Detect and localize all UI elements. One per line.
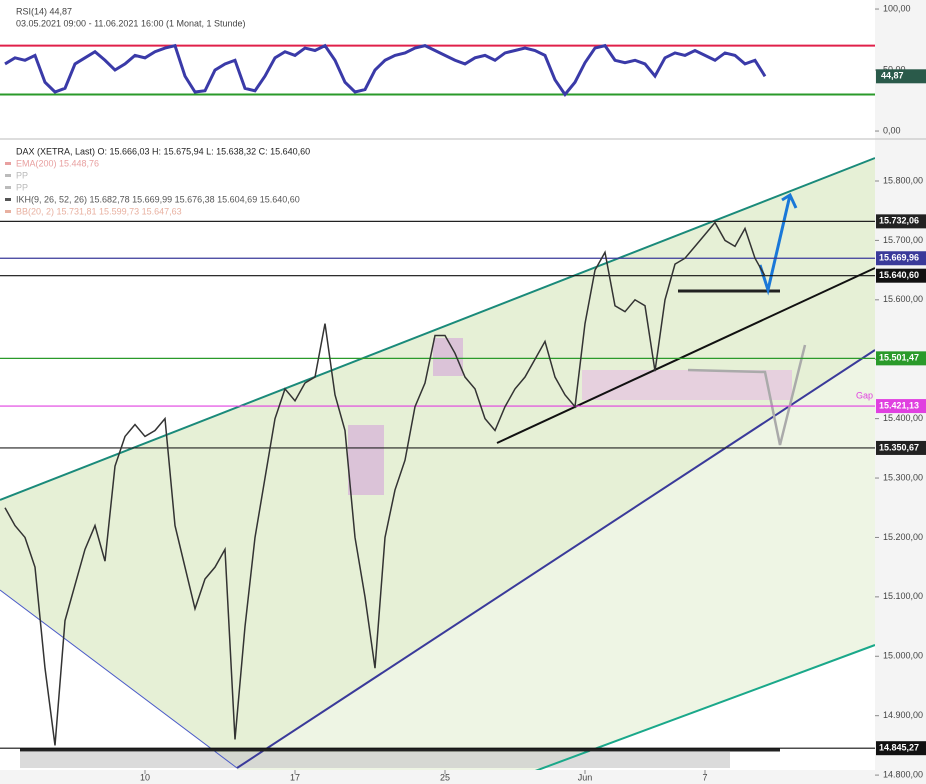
legend-label: PP [16, 182, 28, 192]
trend-line [496, 267, 876, 444]
legend-label: BB(20, 2) 15.731,81 15.599,73 15.647,63 [16, 206, 182, 216]
legend-label: EMA(200) 15.448,76 [16, 158, 99, 168]
axis-strip [875, 0, 926, 784]
x-tick-label: Jun [578, 772, 593, 782]
y-tick-label: 15.400,00 [883, 413, 923, 423]
cloud-shade [433, 338, 463, 376]
level-label: 15.501,47 [879, 353, 919, 363]
level-badge [876, 214, 926, 229]
level-label: 15.732,06 [879, 216, 919, 226]
y-tick-label: 15.200,00 [883, 532, 923, 542]
level-badge [876, 268, 926, 283]
level-badge [876, 251, 926, 266]
y-tick-label: 15.000,00 [883, 651, 923, 661]
level-badge [876, 741, 926, 756]
legend-swatch [5, 162, 11, 165]
cloud-shade [348, 425, 384, 495]
axis-strip [0, 770, 875, 784]
y-tick-label: 14.800,00 [883, 769, 923, 779]
legend-swatch [5, 186, 11, 189]
level-label: 15.421,13 [879, 400, 919, 410]
x-tick-label: 17 [290, 772, 300, 782]
y-tick-label: 0,00 [883, 125, 901, 135]
price-title: DAX (XETRA, Last) O: 15.666,03 H: 15.675… [16, 146, 310, 156]
last-badge [876, 69, 926, 84]
gap-label: Gap [856, 390, 873, 400]
level-label: 14.845,27 [879, 743, 919, 753]
legend-label: PP [16, 170, 28, 180]
series-line [4, 221, 766, 746]
x-tick-label: 7 [702, 772, 707, 782]
y-tick-label: 15.700,00 [883, 235, 923, 245]
level-badge [876, 399, 926, 414]
period: 03.05.2021 09:00 - 11.06.2021 16:00 (1 M… [16, 18, 246, 28]
level-badge [876, 440, 926, 455]
y-tick-label: 100,00 [883, 3, 911, 13]
y-tick-label: 14.900,00 [883, 710, 923, 720]
forecast-arrow [687, 344, 807, 446]
channel-bottom [499, 644, 876, 784]
channel-upper [0, 157, 876, 501]
legend-label: IKH(9, 26, 52, 26) 15.682,78 15.669,99 1… [16, 194, 300, 204]
y-tick-label: 15.800,00 [883, 175, 923, 185]
channel-fill-lower [237, 350, 875, 784]
level-label: 15.640,60 [879, 270, 919, 280]
level-label: 15.350,67 [879, 442, 919, 452]
x-tick-label: 25 [440, 772, 450, 782]
channel-lower [236, 349, 876, 769]
cloud-shade [582, 370, 792, 400]
series-line [4, 43, 767, 97]
legend-swatch [5, 198, 11, 201]
shade [20, 752, 730, 768]
legend-swatch [5, 210, 11, 213]
last-label: 44,87 [881, 71, 904, 81]
arrow-head [781, 192, 798, 209]
y-tick-label: 15.100,00 [883, 591, 923, 601]
y-tick-label: 15.600,00 [883, 294, 923, 304]
legend-swatch [5, 174, 11, 177]
channel-fill [0, 158, 875, 768]
x-tick-label: 10 [140, 772, 150, 782]
y-tick-label: 15.300,00 [883, 472, 923, 482]
level-label: 15.669,96 [879, 253, 919, 263]
level-badge [876, 351, 926, 366]
rsi-title: RSI(14) 44,87 [16, 6, 72, 16]
